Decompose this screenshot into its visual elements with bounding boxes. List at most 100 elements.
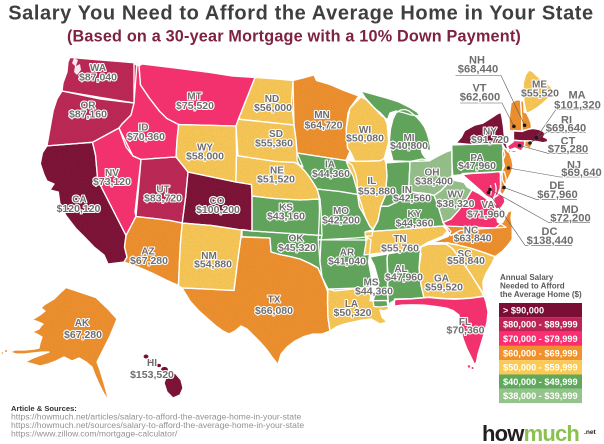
svg-text:NY: NY (483, 127, 497, 138)
svg-text:$67,280: $67,280 (130, 255, 168, 267)
svg-text:$68,440: $68,440 (458, 64, 498, 76)
svg-text:IA: IA (325, 160, 335, 171)
svg-text:NV: NV (105, 168, 119, 179)
svg-text:$58,840: $58,840 (447, 255, 485, 267)
svg-text:NE: NE (270, 166, 284, 177)
svg-text:WY: WY (197, 143, 213, 154)
svg-text:VT: VT (472, 83, 486, 95)
svg-text:MI: MI (403, 133, 414, 144)
svg-text:$70,360: $70,360 (447, 325, 485, 337)
svg-text:MD: MD (561, 204, 578, 216)
svg-text:$38,000 - $39,999: $38,000 - $39,999 (503, 391, 578, 401)
svg-text:OH: OH (425, 168, 440, 179)
svg-text:https://howmuch.net/articles/s: https://howmuch.net/articles/salary-to-a… (11, 412, 301, 422)
svg-text:$153,520: $153,520 (130, 369, 174, 381)
svg-text:> $90,000: > $90,000 (503, 305, 544, 315)
svg-text:SD: SD (269, 129, 283, 140)
svg-text:$44,360: $44,360 (396, 218, 434, 230)
svg-text:$64,720: $64,720 (305, 120, 343, 132)
svg-text:$41,040: $41,040 (328, 256, 366, 268)
svg-text:CO: CO (210, 196, 225, 207)
svg-text:$72,200: $72,200 (550, 213, 590, 225)
svg-text:$44,360: $44,360 (312, 168, 350, 180)
svg-text:$58,000: $58,000 (186, 151, 224, 163)
svg-text:Article & Sources:: Article & Sources: (11, 404, 77, 413)
svg-text:OR: OR (81, 101, 97, 112)
svg-text:https://www.zillow.com/mortgag: https://www.zillow.com/mortgage-calculat… (11, 429, 178, 439)
svg-text:.net: .net (584, 429, 597, 436)
svg-text:$47,960: $47,960 (385, 272, 423, 284)
svg-text:SC: SC (458, 249, 472, 260)
svg-text:RI: RI (561, 114, 572, 126)
svg-text:$53,880: $53,880 (358, 185, 396, 197)
svg-text:$50,320: $50,320 (334, 307, 372, 319)
svg-text:$59,520: $59,520 (425, 282, 463, 294)
svg-text:$40,800: $40,800 (390, 140, 428, 152)
svg-text:$56,000: $56,000 (254, 102, 292, 114)
svg-text:$38,320: $38,320 (437, 198, 475, 210)
svg-text:GA: GA (434, 274, 449, 285)
svg-text:$47,960: $47,960 (458, 160, 496, 172)
svg-text:MT: MT (187, 92, 201, 103)
svg-text:NJ: NJ (567, 160, 581, 172)
svg-text:MS: MS (364, 278, 379, 289)
svg-text:the Average Home ($): the Average Home ($) (500, 290, 582, 299)
svg-text:WI: WI (359, 125, 371, 136)
svg-text:$91,720: $91,720 (471, 134, 509, 146)
svg-text:TX: TX (268, 295, 281, 306)
svg-text:$71,960: $71,960 (467, 209, 505, 221)
svg-text:TN: TN (393, 234, 406, 245)
svg-text:FL: FL (459, 317, 471, 328)
svg-text:MO: MO (333, 206, 349, 217)
svg-text:$75,520: $75,520 (176, 100, 214, 112)
svg-text:$43,160: $43,160 (267, 210, 305, 222)
svg-text:NM: NM (201, 251, 217, 262)
svg-text:Annual Salary: Annual Salary (500, 273, 554, 282)
svg-text:KY: KY (408, 209, 422, 220)
svg-text:$67,280: $67,280 (64, 329, 102, 341)
svg-text:$44,360: $44,360 (355, 286, 393, 298)
svg-text:https://howmuch.net/sources/sa: https://howmuch.net/sources/salary-to-af… (11, 420, 304, 430)
svg-text:$45,320: $45,320 (278, 242, 316, 254)
svg-text:$87,040: $87,040 (79, 72, 117, 84)
svg-text:$55,360: $55,360 (255, 138, 293, 150)
svg-text:$62,600: $62,600 (460, 92, 500, 104)
svg-text:WV: WV (447, 190, 463, 201)
svg-text:NH: NH (469, 55, 485, 67)
svg-text:DE: DE (549, 180, 564, 192)
svg-text:$50,000 - $59,999: $50,000 - $59,999 (503, 363, 578, 373)
svg-text:$73,120: $73,120 (93, 176, 131, 188)
svg-text:$83,720: $83,720 (144, 193, 182, 205)
svg-text:UT: UT (156, 185, 169, 196)
svg-text:$38,400: $38,400 (415, 176, 453, 188)
svg-text:$54,880: $54,880 (194, 259, 232, 271)
svg-text:$60,000 - $69,999: $60,000 - $69,999 (503, 348, 578, 358)
svg-text:VA: VA (481, 200, 494, 211)
svg-text:$67,960: $67,960 (537, 189, 577, 201)
svg-text:$55,520: $55,520 (521, 87, 559, 99)
svg-text:$101,320: $101,320 (554, 100, 601, 112)
svg-text:$42,560: $42,560 (393, 193, 431, 205)
svg-text:IL: IL (367, 176, 376, 187)
svg-text:CT: CT (561, 135, 576, 147)
svg-text:AR: AR (340, 248, 355, 259)
svg-text:$80,000 - $89,999: $80,000 - $89,999 (503, 320, 578, 330)
svg-text:$70,360: $70,360 (127, 131, 165, 143)
svg-text:LA: LA (345, 299, 358, 310)
svg-text:ID: ID (139, 123, 149, 134)
svg-text:$63,840: $63,840 (454, 233, 492, 245)
svg-text:$69,640: $69,640 (561, 167, 601, 179)
svg-text:HI: HI (147, 358, 157, 369)
svg-text:AK: AK (75, 318, 90, 329)
svg-text:KS: KS (279, 203, 293, 214)
svg-text:ND: ND (265, 94, 279, 105)
svg-text:DC: DC (542, 226, 558, 238)
svg-text:$87,160: $87,160 (69, 109, 107, 121)
svg-text:MN: MN (314, 110, 330, 121)
svg-text:$70,000 - $79,999: $70,000 - $79,999 (503, 334, 578, 344)
svg-text:$42,200: $42,200 (322, 215, 360, 227)
svg-text:AZ: AZ (141, 247, 154, 258)
svg-text:$120,120: $120,120 (57, 203, 101, 215)
svg-text:$69,640: $69,640 (546, 122, 586, 134)
svg-text:$100,200: $100,200 (196, 204, 240, 216)
